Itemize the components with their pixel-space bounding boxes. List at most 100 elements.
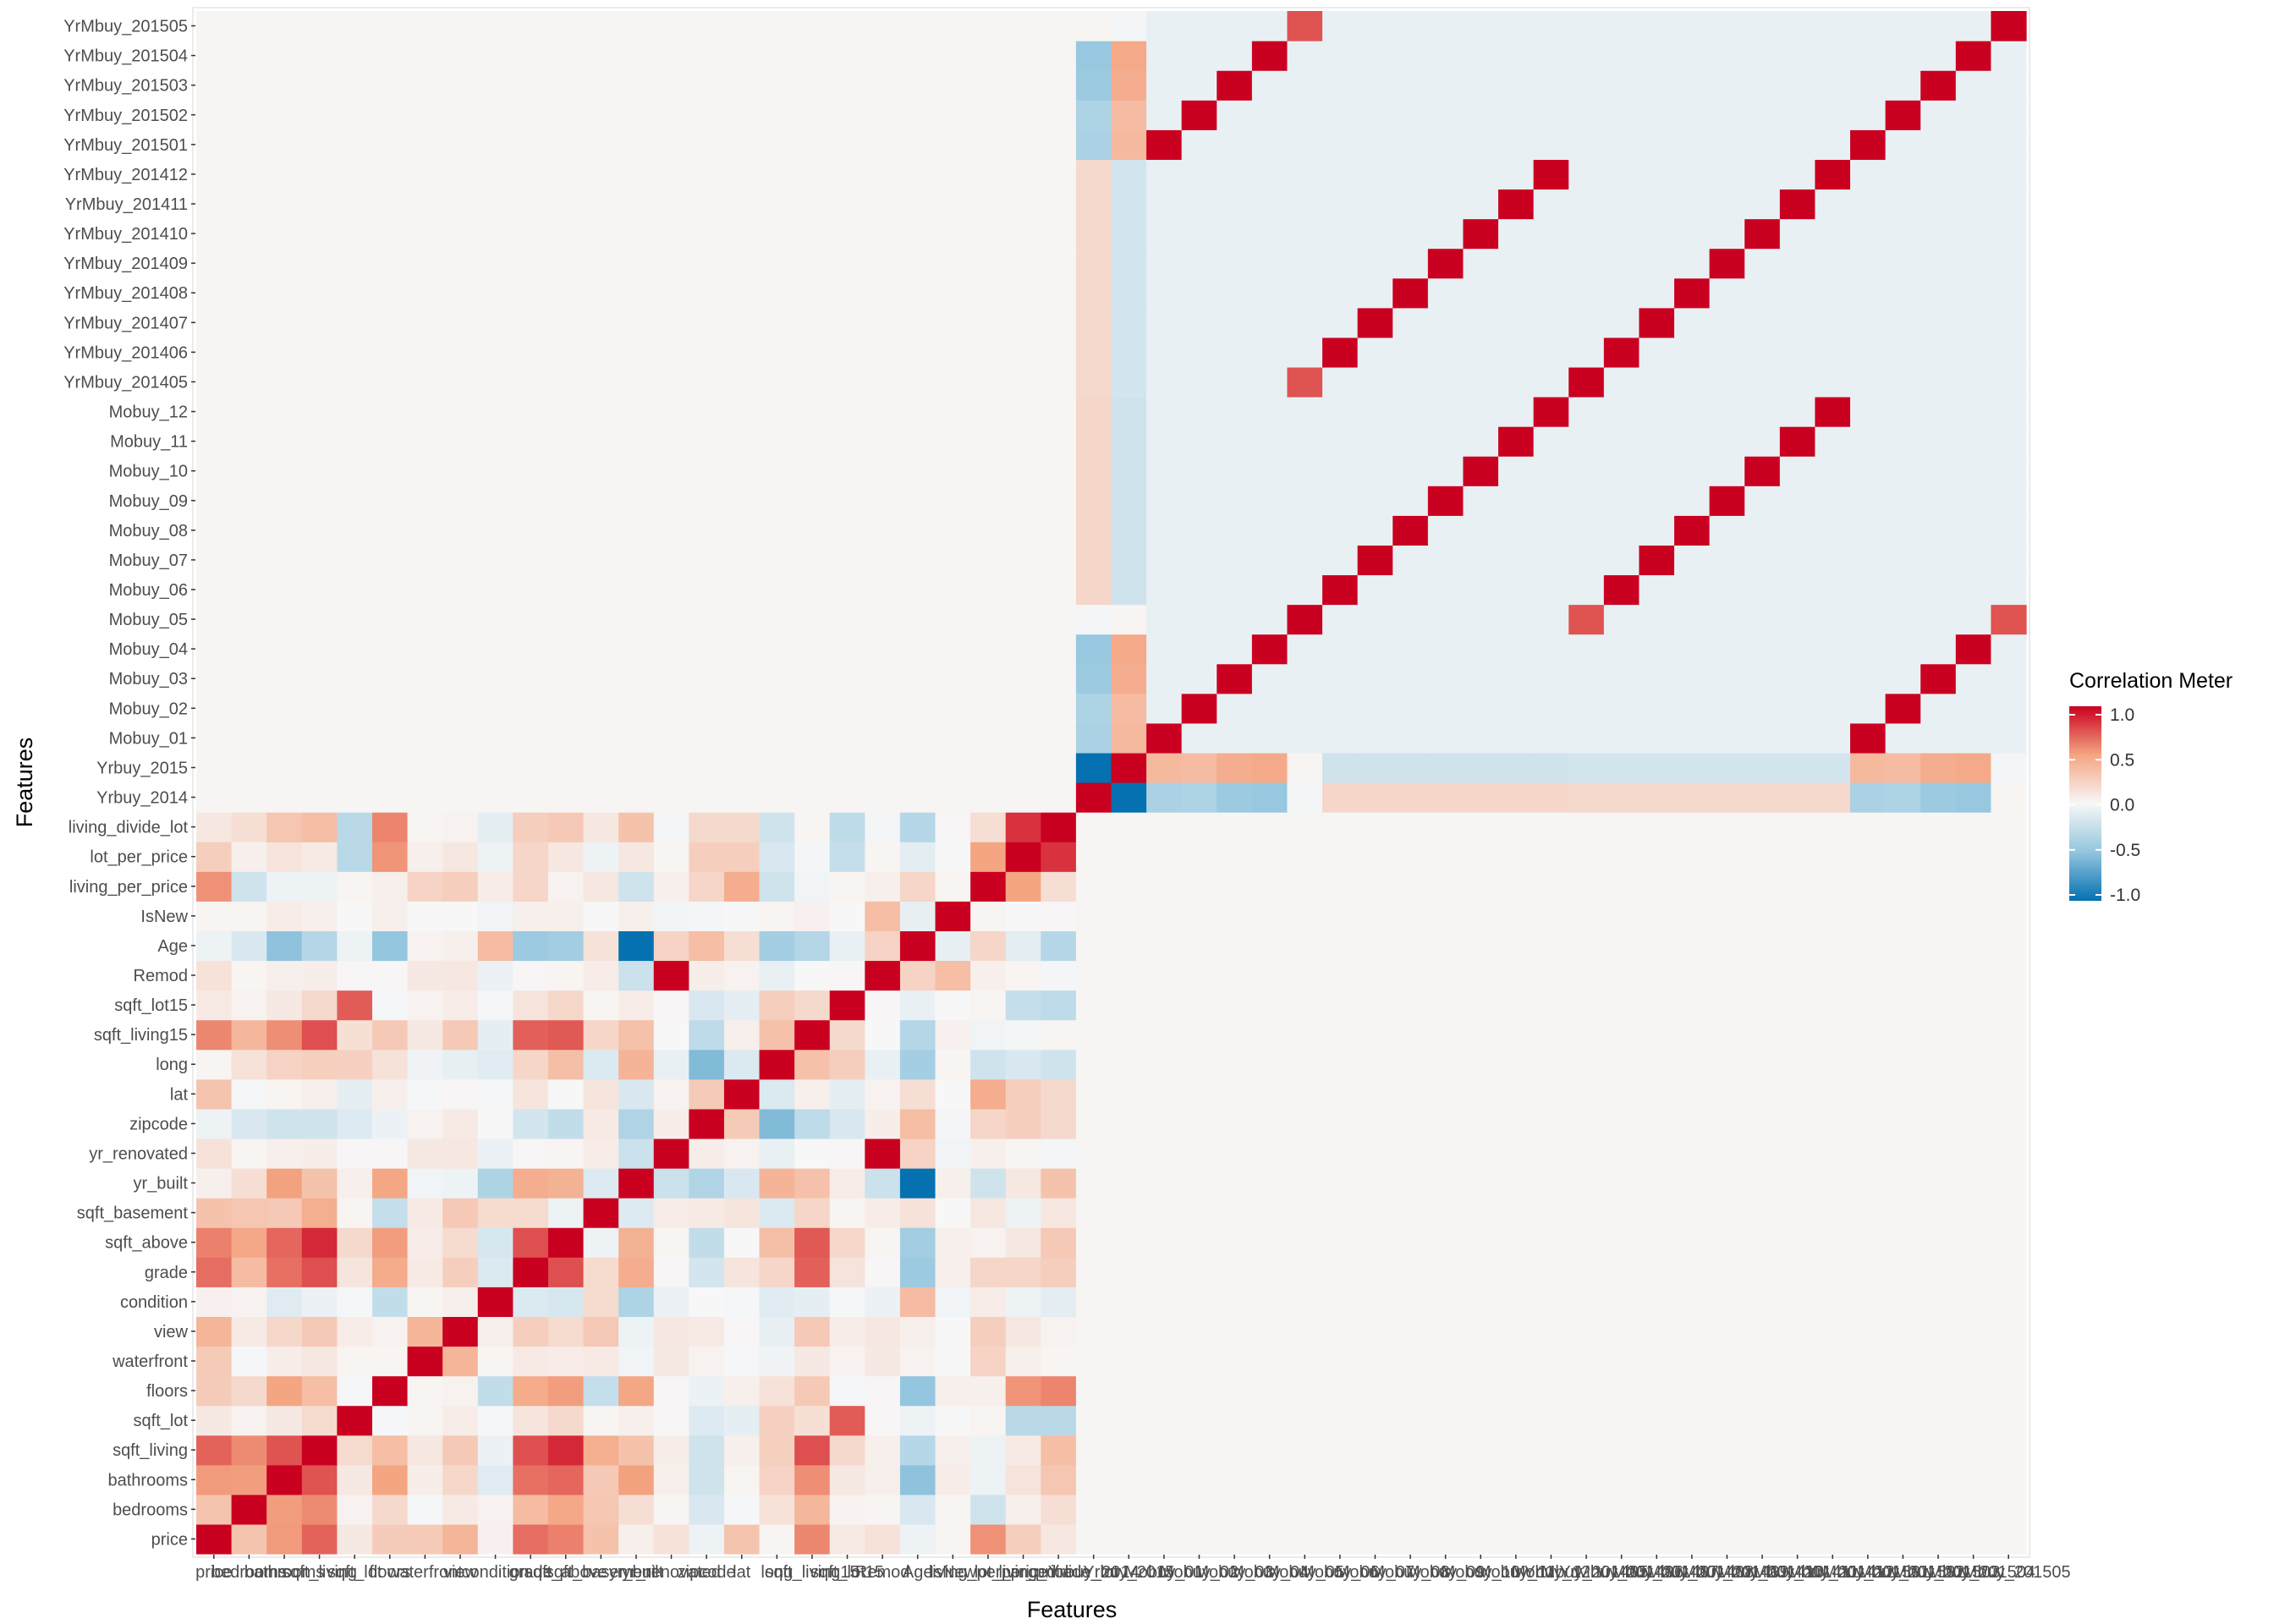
heatmap-cell: [1146, 277, 1183, 309]
heatmap-cell: [689, 1078, 725, 1110]
heatmap-cell: [1779, 277, 1816, 309]
heatmap-cell: [1815, 1523, 1851, 1555]
heatmap-cell: [547, 812, 585, 842]
heatmap-cell: [794, 960, 831, 991]
heatmap-cell: [689, 574, 725, 606]
heatmap-cell: [759, 1078, 795, 1110]
heatmap-cell: [1779, 960, 1816, 991]
heatmap-cell: [196, 604, 233, 635]
heatmap-cell: [1181, 545, 1217, 576]
heatmap-cell: [1005, 901, 1041, 931]
heatmap-cell: [1005, 456, 1041, 486]
heatmap-cell: [547, 1287, 585, 1317]
heatmap-cell: [1603, 1108, 1640, 1139]
heatmap-cell: [1181, 752, 1217, 783]
heatmap-cell: [1674, 604, 1711, 635]
heatmap-cell: [1815, 782, 1851, 813]
heatmap-cell: [583, 1523, 619, 1555]
heatmap-cell: [407, 663, 443, 694]
heatmap-cell: [1005, 1019, 1041, 1051]
heatmap-cell: [547, 1375, 585, 1407]
heatmap-cell: [970, 1316, 1007, 1347]
heatmap-cell: [301, 426, 338, 457]
heatmap-cell: [1041, 397, 1077, 427]
heatmap-cell: [337, 1464, 373, 1495]
heatmap-cell: [1075, 1346, 1112, 1377]
heatmap-cell: [583, 100, 619, 130]
heatmap-cell: [1287, 248, 1323, 279]
heatmap-cell: [266, 545, 303, 576]
heatmap-cell: [1217, 545, 1253, 576]
heatmap-cell: [231, 574, 267, 606]
heatmap-cell: [970, 218, 1007, 250]
heatmap-cell: [935, 722, 971, 754]
x-tick-label: lot_per_price: [975, 1563, 1073, 1582]
heatmap-cell: [1005, 634, 1041, 665]
heatmap-cell: [899, 337, 937, 368]
heatmap-cell: [1744, 1316, 1781, 1347]
heatmap-cell: [196, 1138, 233, 1169]
heatmap-cell: [477, 1405, 514, 1436]
heatmap-cell: [723, 1257, 761, 1287]
heatmap-cell: [1322, 722, 1359, 754]
heatmap-cell: [618, 486, 655, 516]
heatmap-cell: [865, 307, 901, 338]
heatmap-cell: [583, 1078, 619, 1110]
heatmap-cell: [1287, 1138, 1323, 1169]
heatmap-cell: [759, 129, 795, 160]
heatmap-cell: [1568, 277, 1605, 309]
heatmap-cell: [759, 1108, 795, 1139]
heatmap-cell: [1041, 1523, 1077, 1555]
heatmap-cell: [1217, 337, 1253, 368]
heatmap-cell: [1463, 812, 1499, 842]
heatmap-cell: [1427, 189, 1464, 220]
heatmap-cell: [1850, 871, 1887, 902]
heatmap-cell: [371, 1168, 409, 1199]
heatmap-cell: [1146, 1287, 1183, 1317]
heatmap-cell: [1322, 1405, 1359, 1436]
heatmap-cell: [1674, 722, 1711, 754]
heatmap-cell: [1815, 486, 1851, 516]
heatmap-cell: [1427, 782, 1464, 813]
heatmap-cell: [1111, 366, 1147, 398]
heatmap-cell: [513, 1316, 549, 1347]
heatmap-cell: [970, 159, 1007, 190]
heatmap-cell: [1005, 307, 1041, 338]
heatmap-cell: [1498, 545, 1535, 576]
heatmap-cell: [759, 1227, 795, 1258]
y-tick-label: Mobuy_08: [109, 522, 188, 540]
heatmap-cell: [1251, 634, 1288, 665]
x-tick-label: Mobuy_01: [1124, 1563, 1203, 1582]
heatmap-cell: [1111, 70, 1147, 101]
y-tick-label: YrMbuy_201407: [63, 314, 188, 332]
heatmap-cell: [618, 1198, 655, 1228]
heatmap-cell: [899, 812, 937, 842]
heatmap-cell: [1181, 189, 1217, 220]
heatmap-cell: [1392, 960, 1429, 991]
heatmap-cell: [794, 752, 831, 783]
heatmap-cell: [1392, 663, 1429, 694]
heatmap-cell: [1850, 1346, 1887, 1377]
heatmap-cell: [1075, 842, 1112, 872]
heatmap-cell: [618, 990, 655, 1021]
heatmap-cell: [794, 1078, 831, 1110]
heatmap-cell: [196, 426, 233, 457]
heatmap-cell: [1991, 1494, 2027, 1525]
heatmap-cell: [371, 129, 409, 160]
heatmap-cell: [301, 1138, 338, 1169]
heatmap-cell: [1920, 1405, 1957, 1436]
heatmap-cell: [1850, 486, 1887, 516]
heatmap-cell: [1111, 1198, 1147, 1228]
heatmap-cell: [547, 11, 585, 41]
heatmap-cell: [1217, 1375, 1253, 1407]
heatmap-cell: [935, 277, 971, 309]
heatmap-cell: [407, 1227, 443, 1258]
heatmap-cell: [1251, 1138, 1288, 1169]
heatmap-cell: [759, 693, 795, 724]
heatmap-cell: [1709, 456, 1745, 486]
heatmap-cell: [1885, 842, 1921, 872]
heatmap-cell: [196, 1346, 233, 1377]
heatmap-cell: [442, 812, 479, 842]
heatmap-cell: [371, 366, 409, 398]
heatmap-cell: [1991, 456, 2027, 486]
